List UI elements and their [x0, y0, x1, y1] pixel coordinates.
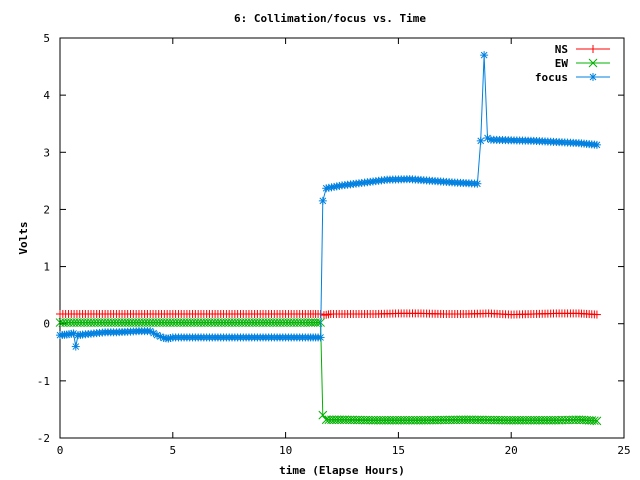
legend-label: NS	[555, 43, 568, 56]
data-point	[149, 329, 158, 338]
series-ns	[56, 309, 601, 320]
data-point	[318, 410, 328, 420]
data-point	[588, 58, 598, 68]
chart-title: 6: Collimation/focus vs. Time	[234, 12, 426, 25]
data-point	[589, 73, 597, 81]
data-point	[476, 136, 485, 145]
legend-label: focus	[535, 71, 568, 84]
data-point	[318, 196, 327, 205]
y-tick-label: 0	[43, 318, 50, 331]
y-tick-label: 5	[43, 32, 50, 45]
x-tick-label: 20	[505, 444, 518, 457]
y-tick-label: 4	[43, 89, 50, 102]
data-point	[592, 310, 601, 319]
data-point	[316, 333, 325, 342]
y-tick-label: -2	[37, 432, 50, 445]
data-point	[589, 416, 599, 426]
x-tick-label: 5	[169, 444, 176, 457]
data-point	[589, 45, 597, 53]
y-tick-label: 3	[43, 146, 50, 159]
x-tick-label: 0	[57, 444, 64, 457]
data-point	[473, 179, 482, 188]
legend-label: EW	[555, 57, 569, 70]
series-line	[59, 55, 597, 347]
data-point	[592, 140, 601, 149]
series-line	[60, 322, 597, 422]
data-point	[480, 51, 489, 60]
x-axis-label: time (Elapse Hours)	[279, 464, 405, 477]
data-point	[153, 331, 162, 340]
axis-ticks: 0 5 10 15 20 25 -2 -1 0 1 2 3 4 5	[37, 32, 631, 457]
data-point	[71, 342, 80, 351]
x-tick-label: 25	[617, 444, 630, 457]
x-tick-label: 10	[279, 444, 292, 457]
series-ew	[55, 318, 602, 426]
y-axis-label: Volts	[17, 221, 30, 254]
x-tick-label: 15	[392, 444, 405, 457]
y-tick-label: 2	[43, 203, 50, 216]
data-point	[592, 416, 602, 426]
plot-frame	[59, 37, 625, 439]
series-focus	[56, 51, 601, 351]
y-tick-label: -1	[37, 375, 50, 388]
data-point	[156, 332, 165, 341]
series-layer	[55, 51, 602, 426]
y-tick-label: 1	[43, 261, 50, 274]
